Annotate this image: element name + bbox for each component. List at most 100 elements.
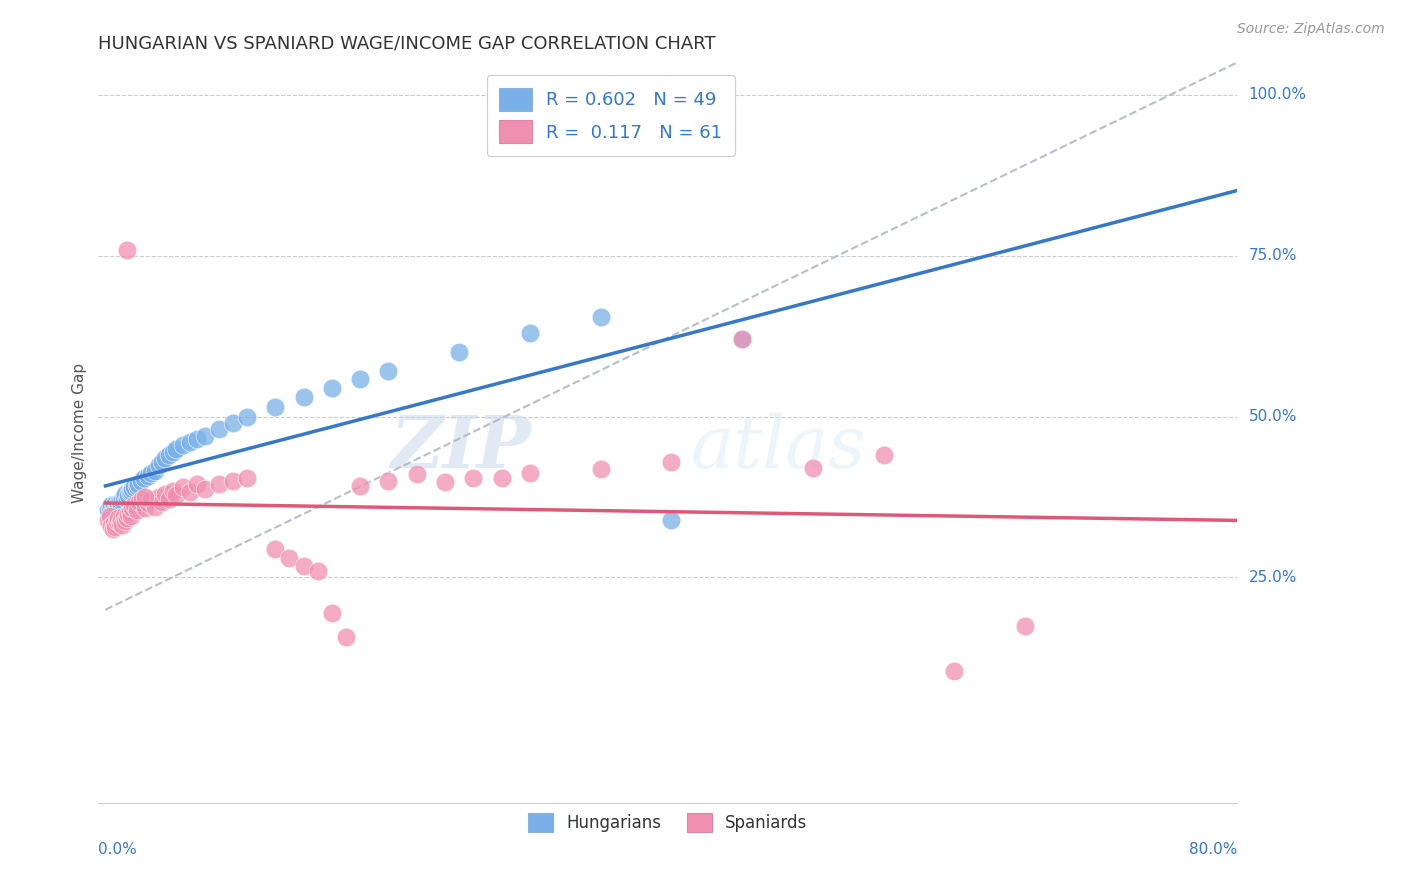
Point: [349, 479, 371, 493]
Point: [349, 372, 371, 386]
Point: [105, 514, 128, 528]
Text: Source: ZipAtlas.com: Source: ZipAtlas.com: [1237, 22, 1385, 37]
Point: [193, 429, 215, 443]
Point: [172, 480, 194, 494]
Point: [264, 400, 287, 414]
Point: [165, 442, 187, 456]
Point: [335, 630, 357, 644]
Point: [111, 517, 134, 532]
Point: [98, 509, 121, 524]
Point: [519, 326, 541, 340]
Point: [150, 494, 173, 508]
Point: [115, 511, 138, 525]
Point: [122, 499, 145, 513]
Point: [143, 500, 166, 514]
Point: [208, 477, 231, 491]
Point: [148, 490, 170, 504]
Point: [128, 494, 150, 508]
Point: [731, 332, 754, 346]
Point: [101, 500, 124, 515]
Point: [108, 516, 131, 530]
Text: HUNGARIAN VS SPANIARD WAGE/INCOME GAP CORRELATION CHART: HUNGARIAN VS SPANIARD WAGE/INCOME GAP CO…: [98, 35, 716, 53]
Point: [661, 454, 683, 468]
Point: [589, 310, 612, 324]
Point: [110, 499, 132, 513]
Point: [307, 564, 329, 578]
Point: [139, 493, 162, 508]
Point: [153, 487, 176, 501]
Point: [150, 454, 173, 468]
Point: [172, 438, 194, 452]
Point: [104, 520, 127, 534]
Point: [115, 491, 138, 506]
Point: [125, 503, 148, 517]
Point: [120, 509, 142, 524]
Point: [731, 332, 754, 346]
Point: [661, 512, 683, 526]
Point: [134, 490, 156, 504]
Point: [292, 558, 315, 573]
Point: [321, 380, 343, 394]
Point: [112, 509, 135, 524]
Legend: Hungarians, Spaniards: Hungarians, Spaniards: [522, 806, 814, 838]
Point: [103, 498, 125, 512]
Text: 50.0%: 50.0%: [1249, 409, 1296, 424]
Point: [122, 480, 145, 494]
Point: [110, 512, 132, 526]
Point: [405, 467, 427, 482]
Point: [121, 500, 143, 515]
Point: [131, 491, 153, 506]
Y-axis label: Wage/Income Gap: Wage/Income Gap: [72, 362, 87, 503]
Text: 100.0%: 100.0%: [1249, 87, 1306, 102]
Point: [157, 448, 180, 462]
Point: [148, 458, 170, 472]
Point: [114, 514, 136, 528]
Point: [118, 485, 141, 500]
Point: [801, 461, 824, 475]
Point: [193, 482, 215, 496]
Point: [103, 516, 125, 530]
Point: [278, 551, 301, 566]
Point: [162, 445, 184, 459]
Point: [186, 432, 208, 446]
Point: [186, 477, 208, 491]
Point: [136, 496, 159, 510]
Point: [321, 606, 343, 620]
Point: [222, 474, 245, 488]
Point: [105, 500, 128, 514]
Point: [100, 519, 122, 533]
Point: [108, 494, 131, 508]
Point: [589, 462, 612, 476]
Point: [165, 488, 187, 502]
Point: [491, 471, 513, 485]
Point: [97, 503, 120, 517]
Point: [519, 466, 541, 480]
Point: [1014, 619, 1036, 633]
Point: [117, 488, 139, 502]
Text: 25.0%: 25.0%: [1249, 570, 1296, 585]
Point: [434, 475, 457, 490]
Point: [115, 244, 138, 258]
Point: [101, 522, 124, 536]
Point: [107, 511, 129, 525]
Point: [111, 493, 134, 508]
Point: [127, 477, 149, 491]
Text: ZIP: ZIP: [391, 412, 531, 483]
Text: 0.0%: 0.0%: [98, 842, 138, 856]
Point: [120, 483, 142, 498]
Point: [112, 490, 135, 504]
Point: [121, 482, 143, 496]
Text: 80.0%: 80.0%: [1189, 842, 1237, 856]
Point: [463, 471, 485, 485]
Point: [943, 664, 966, 678]
Point: [162, 483, 184, 498]
Point: [153, 451, 176, 466]
Point: [114, 487, 136, 501]
Point: [98, 500, 121, 514]
Point: [129, 474, 152, 488]
Point: [136, 468, 159, 483]
Point: [139, 466, 162, 480]
Point: [97, 512, 120, 526]
Point: [100, 499, 122, 513]
Point: [222, 416, 245, 430]
